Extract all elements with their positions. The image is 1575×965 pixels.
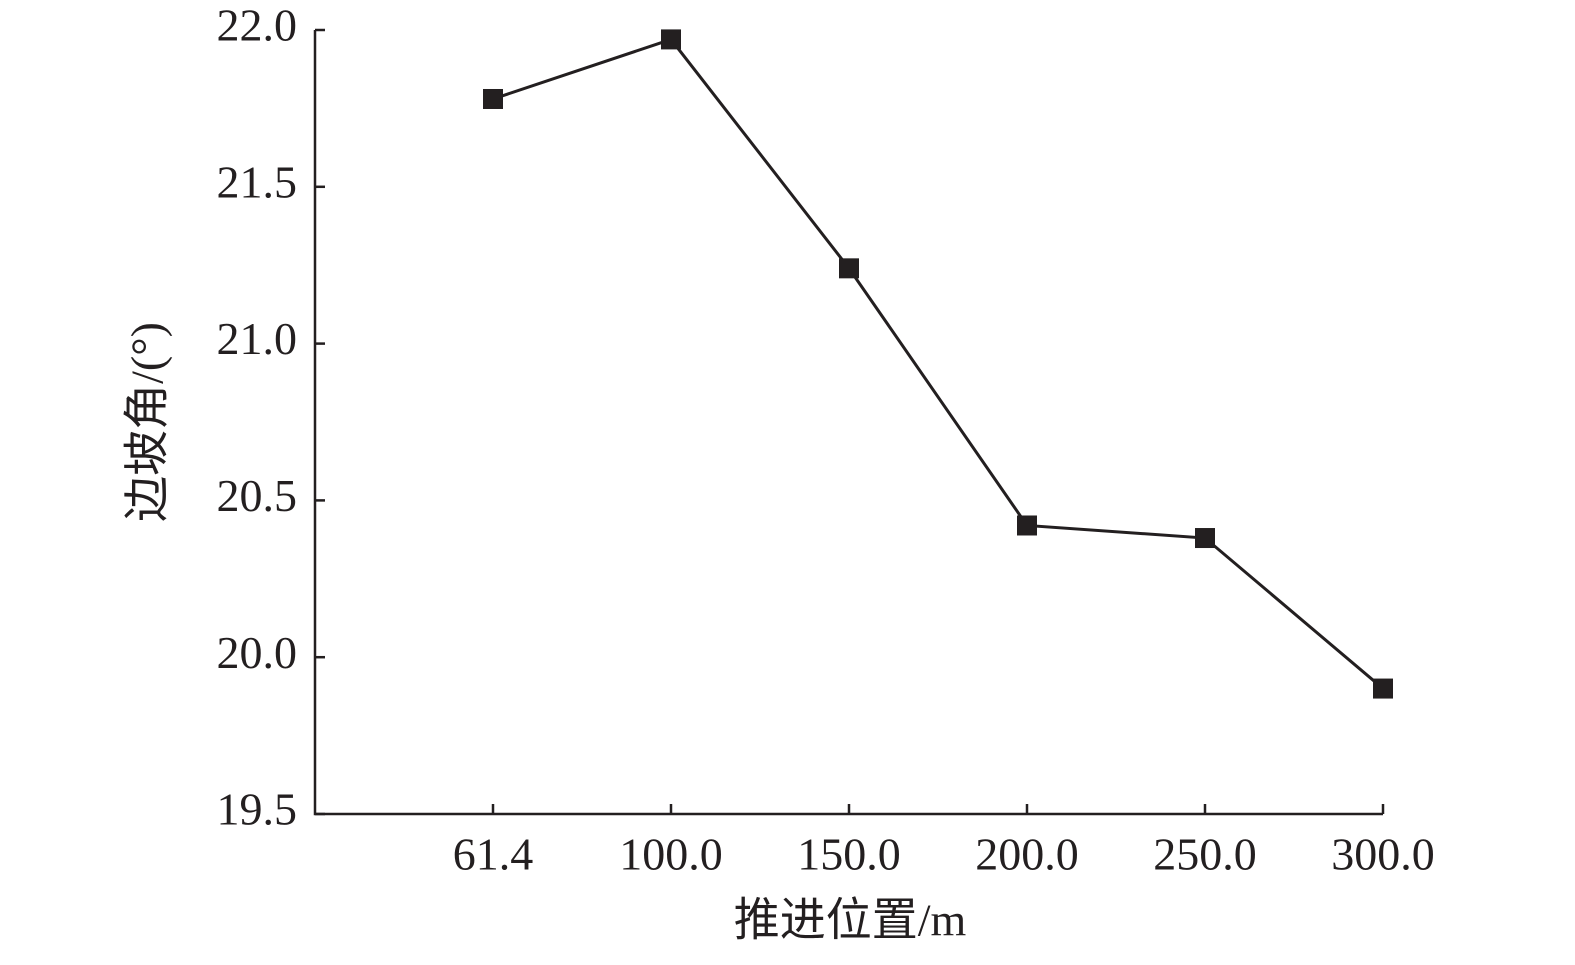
x-axis-label: 推进位置/m [734, 895, 967, 946]
marker [661, 29, 681, 50]
y-tick-label: 22.0 [217, 0, 298, 51]
y-tick-label: 21.5 [217, 156, 298, 207]
x-tick-label: 250.0 [1153, 829, 1257, 880]
y-tick-label: 20.5 [217, 470, 298, 521]
marker [483, 88, 503, 109]
marker [1017, 515, 1037, 536]
y-axis-label: 边坡角/(°) [122, 322, 173, 522]
x-tick-label: 61.4 [453, 829, 534, 880]
x-tick-label: 100.0 [619, 829, 723, 880]
y-tick-label: 21.0 [217, 313, 298, 364]
y-tick-label: 20.0 [217, 627, 298, 678]
marker [1373, 678, 1393, 699]
x-tick-label: 200.0 [975, 829, 1079, 880]
y-tick-label: 19.5 [217, 784, 298, 835]
line [492, 37, 1384, 690]
marker [1195, 528, 1215, 549]
x-tick-label: 300.0 [1331, 829, 1435, 880]
x-tick-label: 150.0 [797, 829, 901, 880]
axes [313, 30, 1383, 816]
marker [839, 258, 859, 279]
